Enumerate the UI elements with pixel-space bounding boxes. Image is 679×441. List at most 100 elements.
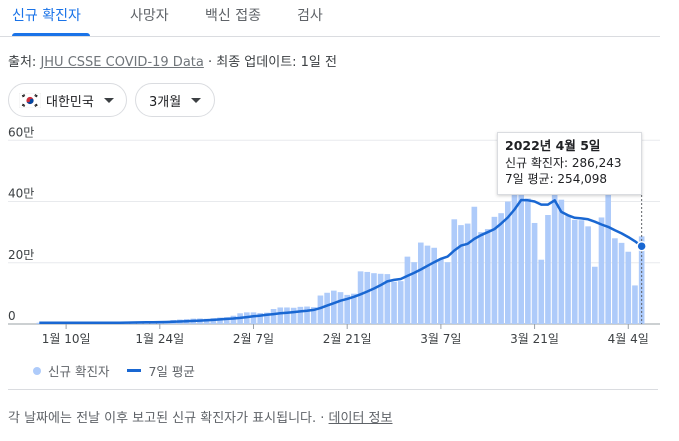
bar-89 <box>632 285 638 324</box>
legend-line-label: 7일 평균 <box>148 364 195 379</box>
bar-70 <box>504 201 511 324</box>
bar-34 <box>264 312 270 324</box>
bar-87 <box>618 242 625 324</box>
bar-88 <box>625 251 632 324</box>
bar-69 <box>498 213 504 324</box>
country-dropdown[interactable]: 대한민국 <box>8 83 127 117</box>
bar-52 <box>384 274 391 324</box>
bar-86 <box>612 238 618 324</box>
bar-78 <box>558 199 565 324</box>
bar-53 <box>391 281 397 324</box>
x-tick-label-2: 2월 7일 <box>233 332 274 346</box>
footer-note: 각 날짜에는 전날 이후 보고된 신규 확진자가 표시됩니다. · 데이터 정보 <box>8 407 392 426</box>
divider <box>8 389 658 390</box>
bar-32 <box>250 312 257 324</box>
x-tick-label-0: 1월 10일 <box>42 332 91 346</box>
bar-41 <box>310 307 317 324</box>
bar-47 <box>351 293 357 324</box>
bar-76 <box>545 215 551 324</box>
bar-37 <box>284 307 290 324</box>
bar-79 <box>565 215 571 324</box>
x-tick-label-6: 4월 4일 <box>608 332 649 346</box>
bar-66 <box>478 232 484 324</box>
period-label: 3개월 <box>149 94 182 110</box>
bar-81 <box>578 220 585 324</box>
bar-48 <box>357 271 364 324</box>
source-line: 출처: JHU CSSE COVID-19 Data · 최종 업데이트: 1일… <box>8 51 337 70</box>
bar-49 <box>364 271 371 324</box>
legend-line-swatch <box>127 369 142 372</box>
chevron-down-icon <box>103 97 114 103</box>
x-tick-label-3: 2월 21일 <box>323 332 372 346</box>
bar-40 <box>304 306 310 324</box>
bar-29 <box>230 315 237 324</box>
bar-60 <box>438 259 444 324</box>
active-tab-indicator <box>12 33 90 36</box>
y-tick-label-3: 60만 <box>8 125 34 139</box>
y-tick-label-2: 40만 <box>8 187 34 201</box>
y-axis-labels: 0 20만 40만 60만 <box>8 125 34 323</box>
bar-50 <box>371 273 377 324</box>
bar-80 <box>571 219 578 324</box>
bar-83 <box>591 266 598 324</box>
y-tick-label-1: 20만 <box>8 248 34 262</box>
bar-57 <box>417 242 424 324</box>
tab-deaths[interactable]: 사망자 <box>130 8 169 24</box>
bar-46 <box>344 294 351 324</box>
tooltip-cases: 신규 확진자: 286,243 <box>505 156 622 170</box>
chart-tooltip: 2022년 4월 5일 신규 확진자: 286,243 7일 평균: 254,0… <box>497 132 642 195</box>
period-dropdown[interactable]: 3개월 <box>135 83 215 117</box>
tab-tests[interactable]: 검사 <box>297 8 323 24</box>
bar-35 <box>270 308 277 324</box>
bar-62 <box>451 219 458 324</box>
bar-84 <box>598 217 605 324</box>
cases-chart[interactable]: 0 20만 40만 60만 1월 10일 1월 24일 2월 7일 2월 21일 3월 7일 3… <box>0 125 679 355</box>
y-tick-label-0: 0 <box>8 309 16 323</box>
bar-68 <box>491 216 498 324</box>
bar-55 <box>404 256 411 324</box>
bar-67 <box>484 229 491 324</box>
x-tick-label-5: 3월 21일 <box>510 332 559 346</box>
bar-61 <box>444 262 451 324</box>
bar-74 <box>531 222 538 324</box>
legend-bar-label: 신규 확진자 <box>48 364 110 379</box>
footer-text: 각 날짜에는 전날 이후 보고된 신규 확진자가 표시됩니다. · <box>8 411 329 426</box>
bar-73 <box>525 198 531 324</box>
bar-42 <box>317 295 324 324</box>
bar-51 <box>377 273 384 324</box>
country-label: 대한민국 <box>46 94 94 110</box>
bar-27 <box>217 317 223 324</box>
bar-65 <box>471 206 478 324</box>
hover-point <box>636 240 647 252</box>
bar-63 <box>458 225 464 324</box>
bar-28 <box>223 317 230 324</box>
tab-new-cases[interactable]: 신규 확진자 <box>12 8 81 24</box>
bar-44 <box>330 290 337 324</box>
source-link[interactable]: JHU CSSE COVID-19 Data <box>40 55 204 70</box>
bar-82 <box>585 226 591 324</box>
bar-59 <box>431 247 438 324</box>
bar-36 <box>277 307 284 324</box>
bar-77 <box>551 173 558 324</box>
bar-54 <box>397 281 404 324</box>
bar-43 <box>324 292 330 324</box>
bar-75 <box>538 259 545 324</box>
data-info-link[interactable]: 데이터 정보 <box>328 411 393 426</box>
chart-legend: 신규 확진자 7일 평균 <box>33 361 195 380</box>
bar-64 <box>464 223 471 324</box>
bar-58 <box>424 245 431 324</box>
tab-vaccinations[interactable]: 백신 접종 <box>205 8 261 24</box>
legend-bar-swatch <box>33 366 41 375</box>
x-tick-label-1: 1월 24일 <box>135 332 184 346</box>
bar-56 <box>411 262 417 324</box>
last-updated: · 최종 업데이트: 1일 전 <box>203 55 337 70</box>
tooltip-average: 7일 평균: 254,098 <box>505 172 608 186</box>
chart-line <box>39 198 643 325</box>
bar-71 <box>511 180 518 324</box>
x-tick-label-4: 3월 7일 <box>420 332 461 346</box>
korea-flag-icon <box>19 92 41 108</box>
x-axis-labels: 1월 10일 1월 24일 2월 7일 2월 21일 3월 7일 3월 21일 4월 4일 <box>42 324 649 346</box>
bar-45 <box>337 292 344 324</box>
average-line <box>39 198 643 325</box>
bar-39 <box>297 306 304 324</box>
